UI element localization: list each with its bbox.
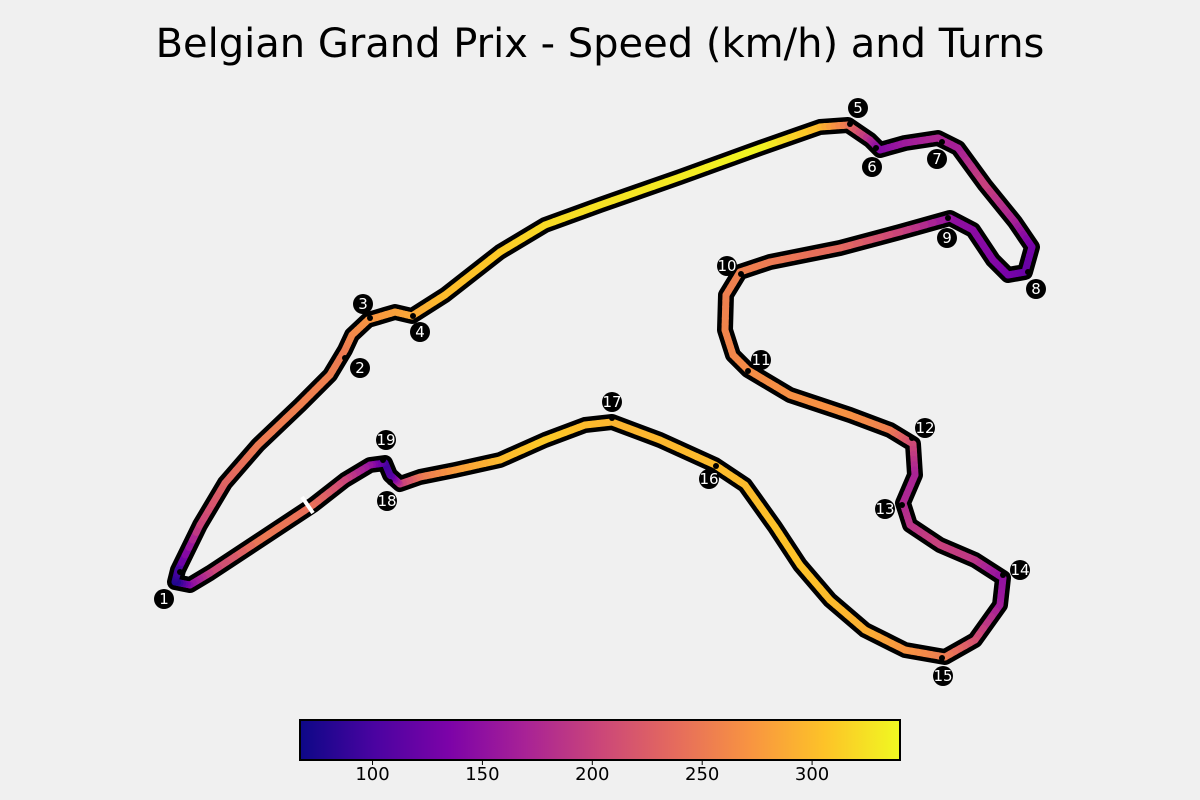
turn-tick bbox=[609, 415, 615, 421]
speed-trace bbox=[171, 121, 1036, 661]
turn-marker-9: 9 bbox=[937, 215, 957, 248]
turn-badge bbox=[350, 358, 370, 378]
turn-tick bbox=[1000, 572, 1006, 578]
turn-tick bbox=[1025, 269, 1031, 275]
turn-label: 18 bbox=[377, 492, 396, 510]
turn-label: 16 bbox=[699, 470, 718, 488]
turn-badge bbox=[353, 294, 373, 314]
turn-marker-7: 7 bbox=[927, 139, 947, 169]
turn-tick bbox=[873, 145, 879, 151]
turn-label: 7 bbox=[932, 150, 942, 168]
turn-badge bbox=[699, 469, 719, 489]
chart-title: Belgian Grand Prix - Speed (km/h) and Tu… bbox=[156, 21, 1045, 67]
turn-marker-17: 17 bbox=[602, 392, 622, 421]
turn-label: 5 bbox=[853, 99, 863, 117]
colorbar: 100 150 200 250 300 bbox=[299, 719, 901, 785]
turn-badge bbox=[751, 350, 771, 370]
turn-badge bbox=[717, 256, 737, 276]
turn-badge bbox=[915, 418, 935, 438]
turn-marker-6: 6 bbox=[862, 145, 882, 177]
colorbar-tick-label: 250 bbox=[685, 764, 719, 785]
turn-marker-10: 10 bbox=[717, 256, 744, 277]
turn-badge bbox=[927, 149, 947, 169]
turn-tick bbox=[367, 315, 373, 321]
colorbar-tick-label: 100 bbox=[355, 764, 389, 785]
turn-marker-3: 3 bbox=[353, 294, 373, 321]
colorbar-tick-label: 300 bbox=[795, 764, 829, 785]
turn-marker-5: 5 bbox=[847, 98, 868, 127]
turn-marker-14: 14 bbox=[1000, 560, 1030, 580]
turn-marker-8: 8 bbox=[1025, 269, 1046, 299]
turn-tick bbox=[945, 215, 951, 221]
start-finish-line bbox=[300, 495, 315, 515]
colorbar-gradient bbox=[299, 719, 901, 761]
turn-tick bbox=[342, 355, 348, 361]
turn-marker-13: 13 bbox=[875, 499, 905, 519]
turn-badge bbox=[1010, 560, 1030, 580]
turn-badge bbox=[848, 98, 868, 118]
turn-label: 12 bbox=[915, 419, 934, 437]
turn-badge bbox=[1026, 279, 1046, 299]
turn-badge bbox=[862, 157, 882, 177]
turn-badge bbox=[376, 430, 396, 450]
turn-label: 3 bbox=[358, 295, 368, 313]
turn-label: 1 bbox=[159, 590, 169, 608]
turn-marker-11: 11 bbox=[745, 350, 771, 374]
turn-tick bbox=[939, 139, 945, 145]
turn-label: 9 bbox=[942, 229, 952, 247]
turn-label: 13 bbox=[875, 500, 894, 518]
turn-tick bbox=[380, 457, 386, 463]
turn-label: 4 bbox=[415, 323, 425, 341]
turn-badge bbox=[875, 499, 895, 519]
turn-label: 2 bbox=[355, 359, 365, 377]
turn-tick bbox=[939, 655, 945, 661]
turn-tick bbox=[713, 463, 719, 469]
turn-label: 14 bbox=[1010, 561, 1029, 579]
turn-marker-4: 4 bbox=[410, 313, 430, 342]
turn-badge bbox=[602, 392, 622, 412]
turn-badge bbox=[933, 666, 953, 686]
turn-label: 17 bbox=[602, 393, 621, 411]
colorbar-tick-label: 200 bbox=[575, 764, 609, 785]
turn-label: 6 bbox=[867, 158, 877, 176]
turn-tick bbox=[909, 435, 915, 441]
turn-tick bbox=[847, 121, 853, 127]
turn-label: 11 bbox=[751, 351, 770, 369]
turn-label: 15 bbox=[933, 667, 952, 685]
turn-tick bbox=[899, 502, 905, 508]
turn-badge bbox=[377, 491, 397, 511]
turn-label: 10 bbox=[717, 257, 736, 275]
turn-marker-19: 19 bbox=[376, 430, 396, 463]
turn-tick bbox=[387, 479, 393, 485]
turn-marker-1: 1 bbox=[154, 569, 183, 609]
turn-marker-18: 18 bbox=[377, 479, 397, 511]
turn-tick bbox=[745, 368, 751, 374]
turn-marker-16: 16 bbox=[699, 463, 719, 489]
colorbar-ticks: 100 150 200 250 300 bbox=[355, 760, 829, 785]
turn-marker-15: 15 bbox=[933, 655, 953, 686]
turn-badge bbox=[410, 322, 430, 342]
turn-label: 19 bbox=[376, 431, 395, 449]
turn-tick bbox=[410, 313, 416, 319]
turn-marker-12: 12 bbox=[909, 418, 935, 441]
colorbar-tick-label: 150 bbox=[465, 764, 499, 785]
turn-tick bbox=[177, 569, 183, 575]
turn-label: 8 bbox=[1031, 280, 1041, 298]
turn-tick bbox=[738, 271, 744, 277]
turn-badge bbox=[937, 228, 957, 248]
turn-marker-2: 2 bbox=[342, 355, 370, 378]
turn-badge bbox=[154, 589, 174, 609]
